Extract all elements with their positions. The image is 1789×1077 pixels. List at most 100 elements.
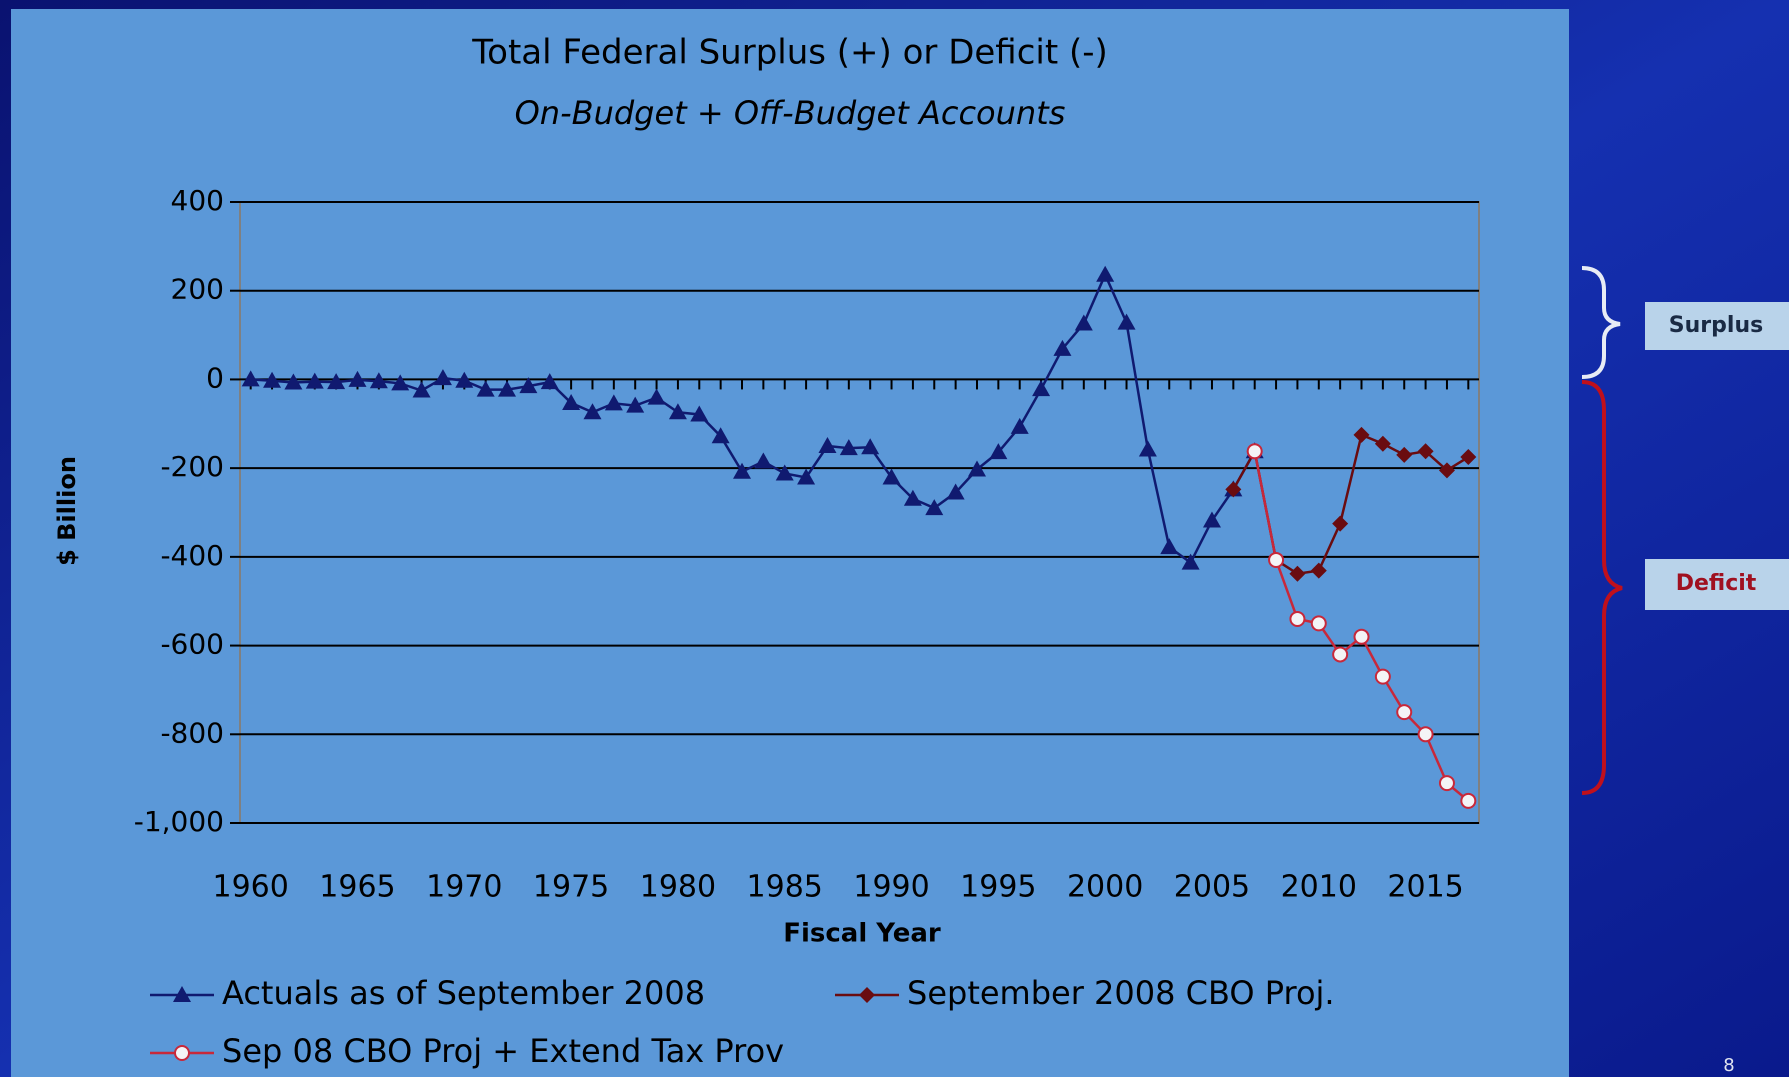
triangle-marker	[391, 374, 410, 391]
triangle-marker	[540, 373, 559, 390]
triangle-marker	[583, 403, 602, 420]
x-tick-label: 1960	[213, 870, 289, 905]
triangle-marker	[967, 460, 986, 477]
triangle-marker	[305, 372, 324, 389]
triangle-marker	[775, 464, 794, 481]
triangle-marker	[1032, 380, 1051, 397]
circle-marker	[1374, 668, 1391, 685]
circle-marker	[1246, 443, 1263, 460]
legend-label: Sep 08 CBO Proj + Extend Tax Prov	[222, 1032, 784, 1070]
x-tick-label: 2015	[1387, 870, 1463, 905]
chart-subtitle: On-Budget + Off-Budget Accounts	[515, 94, 1066, 132]
triangle-marker	[327, 373, 346, 390]
circle-marker	[1310, 615, 1327, 632]
diamond-marker	[1225, 481, 1242, 498]
triangle-marker	[1010, 417, 1029, 434]
circle-marker	[174, 1045, 190, 1061]
triangle-marker	[1074, 314, 1093, 331]
triangle-marker	[668, 403, 687, 420]
legend-label: Actuals as of September 2008	[222, 974, 705, 1012]
triangle-marker	[1160, 538, 1179, 555]
x-tick-label: 1990	[853, 870, 929, 905]
circle-marker	[1268, 551, 1285, 568]
surplus-brace	[1581, 266, 1621, 379]
triangle-marker	[1202, 511, 1221, 528]
deficit-brace	[1581, 380, 1623, 795]
diamond-marker	[1417, 443, 1434, 460]
x-tick-label: 1995	[960, 870, 1036, 905]
triangle-marker	[562, 393, 581, 410]
deficit-label: Deficit	[1676, 571, 1757, 596]
triangle-marker	[1096, 265, 1115, 282]
circle-marker	[1353, 628, 1370, 645]
circle-marker	[1289, 610, 1306, 627]
deficit-box	[1645, 559, 1789, 610]
surplus-box	[1645, 302, 1789, 350]
y-tick-label: -600	[160, 628, 224, 661]
triangle-marker	[604, 394, 623, 411]
triangle-marker	[241, 370, 260, 387]
triangle-marker	[946, 483, 965, 500]
x-tick-label: 1975	[533, 870, 609, 905]
triangle-marker	[711, 427, 730, 444]
triangle-marker	[882, 468, 901, 485]
y-tick-label: -1,000	[134, 805, 224, 838]
y-tick-label: -200	[160, 450, 224, 483]
triangle-marker	[1053, 339, 1072, 356]
circle-marker	[1460, 792, 1477, 809]
diamond-marker	[859, 987, 875, 1003]
diamond-marker	[1310, 562, 1327, 579]
triangle-marker	[1138, 440, 1157, 457]
x-tick-label: 1980	[640, 870, 716, 905]
triangle-marker	[925, 499, 944, 516]
diamond-marker	[1374, 435, 1391, 452]
triangle-marker	[626, 396, 645, 413]
triangle-marker	[839, 439, 858, 456]
triangle-marker	[284, 373, 303, 390]
diamond-marker	[1460, 449, 1477, 466]
triangle-marker	[412, 381, 431, 398]
surplus-label: Surplus	[1669, 313, 1763, 338]
chart-title: Total Federal Surplus (+) or Deficit (-)	[471, 33, 1108, 73]
triangle-marker	[369, 372, 388, 389]
triangle-marker	[647, 388, 666, 405]
triangle-marker	[519, 377, 538, 394]
circle-marker	[1417, 726, 1434, 743]
diamond-marker	[1332, 515, 1349, 532]
y-tick-label: 0	[206, 361, 224, 394]
triangle-marker	[173, 986, 191, 1002]
chart-panel	[11, 9, 1569, 1077]
triangle-marker	[861, 438, 880, 455]
legend-label: September 2008 CBO Proj.	[907, 974, 1335, 1012]
y-axis-label: $ Billion	[53, 456, 81, 566]
triangle-marker	[733, 462, 752, 479]
circle-marker	[1332, 646, 1349, 663]
y-tick-label: 400	[171, 184, 224, 217]
triangle-marker	[797, 468, 816, 485]
y-tick-label: -800	[160, 716, 224, 749]
y-tick-label: 200	[171, 273, 224, 306]
x-tick-label: 1970	[426, 870, 502, 905]
x-tick-label: 2000	[1067, 870, 1143, 905]
x-tick-label: 1985	[747, 870, 823, 905]
circle-marker	[1396, 704, 1413, 721]
triangle-marker	[1117, 313, 1136, 330]
y-tick-label: -400	[160, 539, 224, 572]
triangle-marker	[498, 380, 517, 397]
x-axis-label: Fiscal Year	[783, 919, 941, 949]
triangle-marker	[903, 489, 922, 506]
triangle-marker	[989, 443, 1008, 460]
triangle-marker	[818, 436, 837, 453]
x-tick-label: 1965	[319, 870, 395, 905]
diamond-marker	[1353, 426, 1370, 443]
triangle-marker	[433, 369, 452, 386]
diamond-marker	[1438, 462, 1455, 479]
x-tick-label: 2010	[1281, 870, 1357, 905]
diamond-marker	[1396, 446, 1413, 463]
triangle-marker	[348, 370, 367, 387]
triangle-marker	[1181, 553, 1200, 570]
triangle-marker	[455, 371, 474, 388]
circle-marker	[1438, 775, 1455, 792]
diamond-marker	[1289, 565, 1306, 582]
